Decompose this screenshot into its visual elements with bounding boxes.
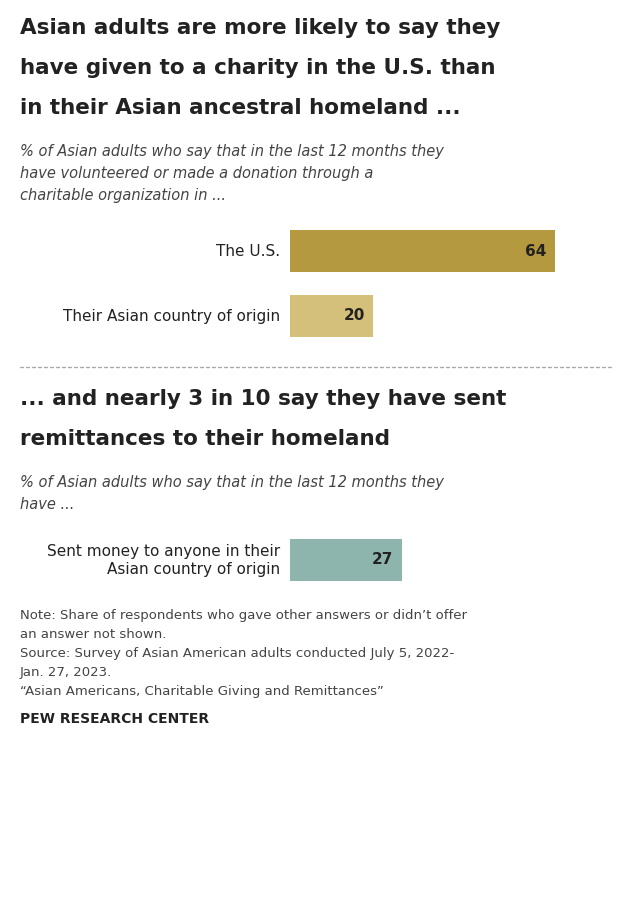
Text: charitable organization in ...: charitable organization in ... <box>20 188 226 203</box>
Text: have ...: have ... <box>20 497 74 512</box>
Text: have volunteered or made a donation through a: have volunteered or made a donation thro… <box>20 166 373 181</box>
Text: in their Asian ancestral homeland ...: in their Asian ancestral homeland ... <box>20 98 461 118</box>
Text: 20: 20 <box>343 309 365 323</box>
Text: PEW RESEARCH CENTER: PEW RESEARCH CENTER <box>20 712 209 726</box>
Text: Sent money to anyone in their: Sent money to anyone in their <box>47 544 280 559</box>
Text: Their Asian country of origin: Their Asian country of origin <box>63 309 280 323</box>
Text: Source: Survey of Asian American adults conducted July 5, 2022-: Source: Survey of Asian American adults … <box>20 647 454 660</box>
Text: Note: Share of respondents who gave other answers or didn’t offer: Note: Share of respondents who gave othe… <box>20 609 467 622</box>
Bar <box>290 295 373 337</box>
Bar <box>290 539 402 581</box>
Text: 64: 64 <box>525 244 547 259</box>
Bar <box>290 230 554 272</box>
Text: Asian adults are more likely to say they: Asian adults are more likely to say they <box>20 18 500 38</box>
Text: 27: 27 <box>372 553 394 567</box>
Text: Asian country of origin: Asian country of origin <box>107 562 280 577</box>
Text: % of Asian adults who say that in the last 12 months they: % of Asian adults who say that in the la… <box>20 144 444 159</box>
Text: “Asian Americans, Charitable Giving and Remittances”: “Asian Americans, Charitable Giving and … <box>20 685 384 698</box>
Text: an answer not shown.: an answer not shown. <box>20 628 166 641</box>
Text: The U.S.: The U.S. <box>216 244 280 259</box>
Text: Jan. 27, 2023.: Jan. 27, 2023. <box>20 666 112 679</box>
Text: remittances to their homeland: remittances to their homeland <box>20 429 390 449</box>
Text: ... and nearly 3 in 10 say they have sent: ... and nearly 3 in 10 say they have sen… <box>20 389 507 409</box>
Text: % of Asian adults who say that in the last 12 months they: % of Asian adults who say that in the la… <box>20 475 444 490</box>
Text: have given to a charity in the U.S. than: have given to a charity in the U.S. than <box>20 58 495 78</box>
